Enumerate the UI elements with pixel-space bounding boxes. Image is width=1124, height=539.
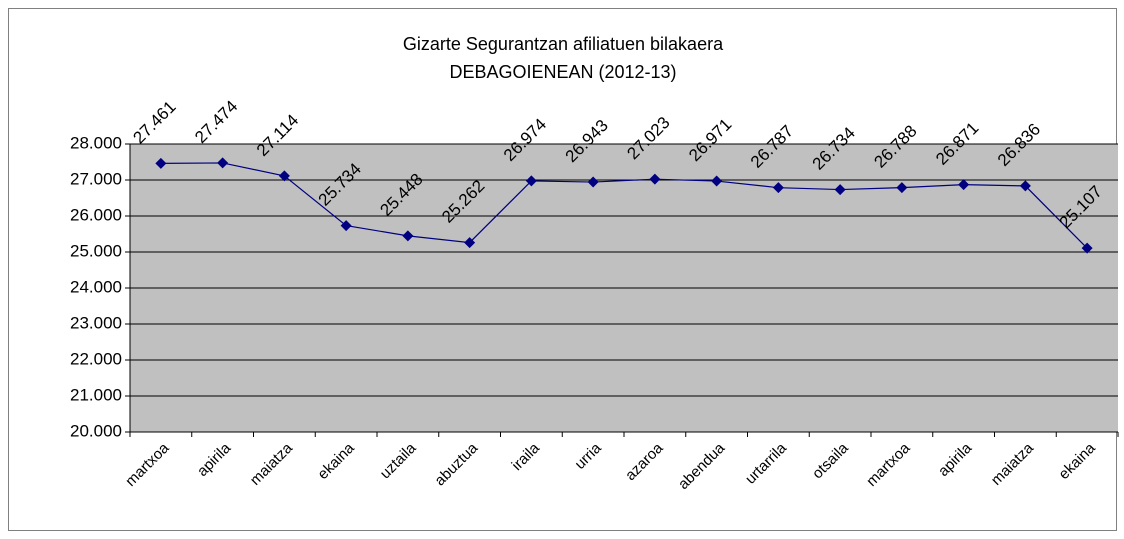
- y-tick-label: 27.000: [70, 169, 122, 188]
- y-tick-label: 26.000: [70, 205, 122, 224]
- marker: [402, 230, 414, 242]
- chart-subtitle: DEBAGOIENEAN (2012-13): [449, 62, 676, 82]
- marker: [896, 182, 908, 194]
- marker: [649, 173, 661, 185]
- chart-title: Gizarte Segurantzan afiliatuen bilakaera: [403, 34, 724, 54]
- y-tick-label: 22.000: [70, 349, 122, 368]
- y-tick-label: 24.000: [70, 277, 122, 296]
- marker: [1081, 242, 1093, 254]
- line: [160, 162, 1088, 249]
- marker: [217, 157, 229, 169]
- marker: [278, 170, 290, 182]
- marker: [834, 184, 846, 196]
- y-tick-label: 21.000: [70, 385, 122, 404]
- marker: [958, 179, 970, 191]
- marker: [1019, 180, 1031, 192]
- y-tick-label: 23.000: [70, 313, 122, 332]
- y-tick-label: 25.000: [70, 241, 122, 260]
- y-tick-label: 28.000: [70, 133, 122, 152]
- marker: [340, 220, 352, 232]
- marker: [525, 175, 537, 187]
- marker: [155, 157, 167, 169]
- marker: [772, 182, 784, 194]
- marker: [587, 176, 599, 188]
- marker: [464, 237, 476, 249]
- marker: [711, 175, 723, 187]
- y-tick-label: 20.000: [70, 421, 122, 440]
